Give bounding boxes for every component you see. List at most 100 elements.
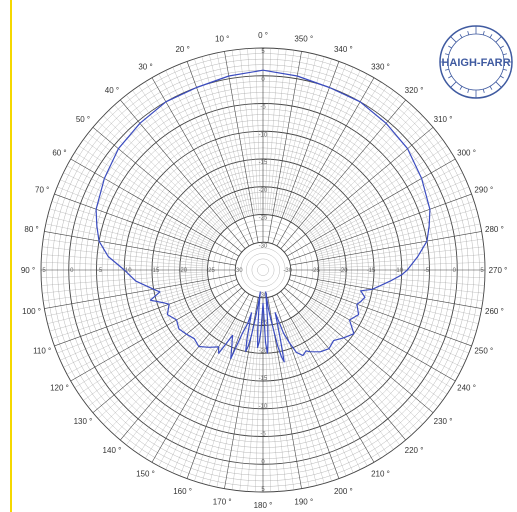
logo-tick xyxy=(444,68,450,71)
logo-tick xyxy=(500,75,504,79)
radial-tick-label: -25 xyxy=(259,216,268,222)
logo-tick xyxy=(502,68,508,71)
grid-spoke-major xyxy=(120,99,246,249)
grid-spoke-minor xyxy=(41,271,208,278)
grid-spoke-minor xyxy=(97,307,222,419)
grid-spoke-major xyxy=(54,193,238,261)
radial-tick-label: 0 xyxy=(453,268,457,274)
radial-tick-label: 5 xyxy=(42,268,46,274)
radial-tick-label: 0 xyxy=(261,77,265,83)
radial-tick-label: -10 xyxy=(259,404,268,410)
angle-tick-label: 310 ° xyxy=(434,115,453,124)
grid-spoke-minor xyxy=(41,262,208,269)
grid-spoke-minor xyxy=(316,283,479,324)
grid-spoke-minor xyxy=(231,324,256,490)
grid-ring-minor xyxy=(251,258,275,282)
grid-spoke-minor xyxy=(264,48,271,215)
angle-tick-label: 20 ° xyxy=(175,45,189,54)
angle-tick-label: 220 ° xyxy=(405,446,424,455)
grid-spoke-minor xyxy=(311,165,460,245)
radial-tick-label: -10 xyxy=(394,268,403,274)
grid-spoke-major xyxy=(286,283,456,382)
grid-spoke-minor xyxy=(312,172,463,246)
grid-spoke-major xyxy=(272,61,340,245)
radial-tick-label: -25 xyxy=(206,268,215,274)
grid-spoke-major xyxy=(290,231,482,266)
logo-wordmark: HAIGH-FARR xyxy=(441,57,510,69)
grid-spoke-minor xyxy=(78,300,218,395)
grid-spoke-minor xyxy=(201,323,248,484)
angle-tick-label: 60 ° xyxy=(52,149,66,158)
grid-spoke-minor xyxy=(42,246,208,265)
angle-tick-label: 270 ° xyxy=(489,266,508,275)
grid-spoke-minor xyxy=(300,104,412,229)
grid-spoke-major xyxy=(44,274,236,309)
grid-ring-minor xyxy=(240,247,286,293)
grid-spoke-major xyxy=(70,283,240,382)
grid-spoke-minor xyxy=(274,52,310,216)
grid-ring-minor xyxy=(246,253,280,287)
grid-spoke-minor xyxy=(51,201,211,253)
grid-spoke-minor xyxy=(216,52,252,216)
radial-tick-label: -20 xyxy=(259,188,268,194)
angle-tick-label: 90 ° xyxy=(21,266,35,275)
angle-tick-label: 260 ° xyxy=(485,307,504,316)
grid-spoke-minor xyxy=(158,318,238,467)
logo-tick xyxy=(444,53,450,56)
angle-tick-label: 40 ° xyxy=(105,86,119,95)
grid-spoke-minor xyxy=(297,313,400,446)
radial-tick-label: -10 xyxy=(259,132,268,138)
grid-spoke-minor xyxy=(172,67,241,220)
grid-spoke-minor xyxy=(278,323,325,484)
logo-tick xyxy=(467,30,470,36)
grid-spoke-major xyxy=(276,293,375,463)
radial-tick-label: -30 xyxy=(259,293,268,299)
grid-spoke-minor xyxy=(179,321,243,476)
grid-spoke-minor xyxy=(307,139,443,238)
grid-spoke-minor xyxy=(83,139,219,238)
grid-spoke-major xyxy=(54,279,238,347)
grid-spoke-minor xyxy=(63,294,214,368)
grid-spoke-minor xyxy=(280,58,332,218)
compass-rose-logo: HAIGH-FARR xyxy=(439,25,513,99)
grid-spoke-minor xyxy=(315,201,475,253)
grid-spoke-major xyxy=(44,231,236,266)
logo-tick xyxy=(489,34,493,38)
grid-spoke-minor xyxy=(97,121,222,233)
grid-spoke-minor xyxy=(145,81,234,224)
grid-spoke-major xyxy=(280,291,406,441)
grid-spoke-minor xyxy=(266,325,279,492)
grid-spoke-minor xyxy=(43,277,209,302)
radial-tick-label: -25 xyxy=(311,268,320,274)
angle-tick-label: 0 ° xyxy=(258,31,268,40)
angle-tick-label: 50 ° xyxy=(76,115,90,124)
angle-tick-label: 200 ° xyxy=(334,487,353,496)
angle-tick-label: 340 ° xyxy=(334,45,353,54)
grid-spoke-minor xyxy=(308,145,448,240)
grid-spoke-minor xyxy=(309,152,452,241)
grid-spoke-minor xyxy=(314,290,469,354)
grid-spoke-minor xyxy=(255,325,262,492)
grid-spoke-minor xyxy=(306,304,439,407)
grid-spoke-minor xyxy=(114,104,226,229)
radial-tick-label: -5 xyxy=(260,105,266,111)
grid-spoke-minor xyxy=(306,133,439,236)
grid-spoke-minor xyxy=(60,179,213,248)
radial-tick-label: 5 xyxy=(261,49,265,55)
grid-spoke-minor xyxy=(45,281,209,317)
grid-spoke-minor xyxy=(78,145,218,240)
grid-spoke-minor xyxy=(239,325,258,491)
grid-spoke-major xyxy=(276,77,375,247)
grid-spoke-minor xyxy=(145,316,234,459)
grid-spoke-minor xyxy=(42,275,208,294)
angle-tick-label: 130 ° xyxy=(74,417,93,426)
grid-spoke-minor xyxy=(266,48,279,215)
radial-tick-label: -30 xyxy=(234,268,243,274)
grid-spoke-major xyxy=(151,77,250,247)
angle-tick-label: 120 ° xyxy=(50,384,69,393)
radial-tick-label: -5 xyxy=(424,268,430,274)
angle-tick-label: 140 ° xyxy=(103,446,122,455)
grid-spoke-minor xyxy=(126,313,229,446)
angle-tick-label: 170 ° xyxy=(213,497,232,506)
logo-tick xyxy=(448,75,452,79)
